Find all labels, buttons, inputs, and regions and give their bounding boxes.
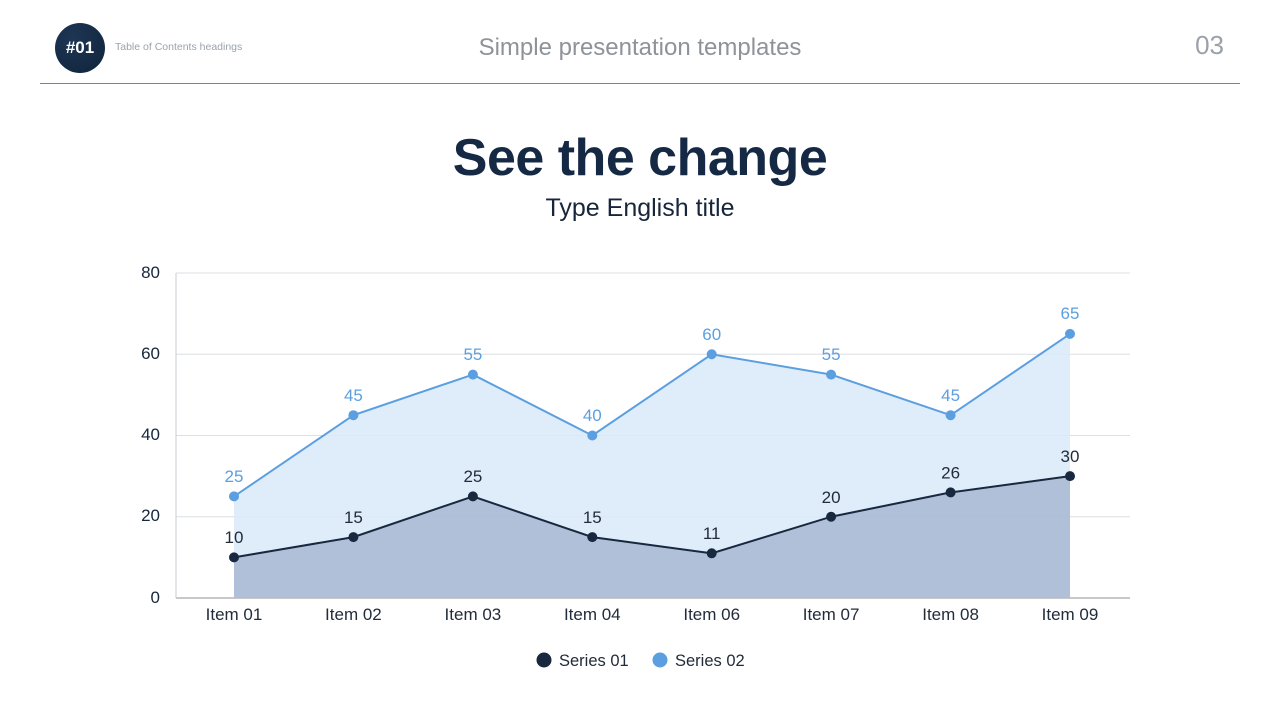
svg-text:60: 60 — [141, 344, 160, 363]
svg-text:Item 03: Item 03 — [445, 605, 502, 624]
svg-text:45: 45 — [344, 386, 363, 405]
svg-text:Item 04: Item 04 — [564, 605, 621, 624]
svg-text:Item 06: Item 06 — [683, 605, 740, 624]
svg-text:40: 40 — [141, 425, 160, 444]
svg-text:0: 0 — [151, 588, 160, 607]
svg-text:11: 11 — [703, 524, 721, 543]
svg-text:80: 80 — [141, 263, 160, 282]
svg-text:15: 15 — [583, 508, 602, 527]
svg-text:Item 02: Item 02 — [325, 605, 382, 624]
svg-text:55: 55 — [463, 345, 482, 364]
svg-text:10: 10 — [225, 528, 244, 547]
svg-text:20: 20 — [822, 488, 841, 507]
svg-text:25: 25 — [463, 467, 482, 486]
svg-text:Series 01: Series 01 — [559, 652, 629, 670]
svg-text:15: 15 — [344, 508, 363, 527]
svg-text:45: 45 — [941, 386, 960, 405]
svg-text:65: 65 — [1061, 304, 1080, 323]
svg-text:60: 60 — [702, 325, 721, 344]
svg-text:26: 26 — [941, 463, 960, 482]
svg-text:20: 20 — [141, 506, 160, 525]
svg-text:Series 02: Series 02 — [675, 652, 745, 670]
svg-text:55: 55 — [822, 345, 841, 364]
svg-text:40: 40 — [583, 406, 602, 425]
svg-text:Item 08: Item 08 — [922, 605, 979, 624]
svg-text:Item 01: Item 01 — [206, 605, 263, 624]
svg-text:Item 09: Item 09 — [1042, 605, 1099, 624]
svg-text:30: 30 — [1061, 447, 1080, 466]
svg-text:25: 25 — [225, 467, 244, 486]
svg-text:Item 07: Item 07 — [803, 605, 860, 624]
